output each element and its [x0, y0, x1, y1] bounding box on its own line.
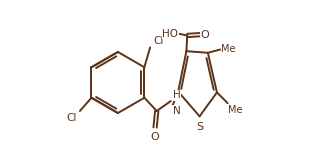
Text: O: O [151, 132, 159, 142]
Text: HO: HO [162, 29, 178, 39]
Text: S: S [196, 122, 203, 132]
Text: Cl: Cl [153, 36, 164, 46]
Text: Me: Me [228, 105, 243, 115]
Text: N: N [173, 106, 180, 116]
Text: H: H [173, 90, 180, 100]
Text: Me: Me [221, 45, 236, 54]
Text: Cl: Cl [66, 113, 76, 123]
Text: O: O [200, 30, 209, 40]
